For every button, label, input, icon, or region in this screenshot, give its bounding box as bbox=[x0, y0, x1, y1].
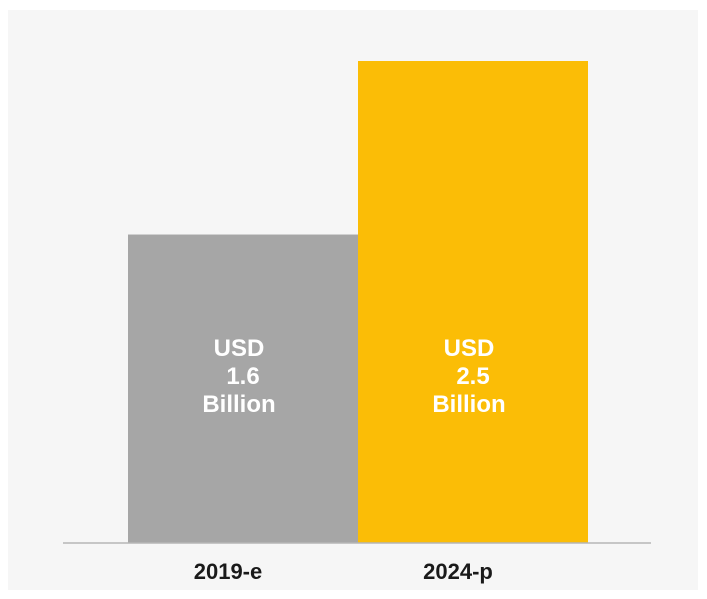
bar-data-label: 1.6 bbox=[226, 363, 259, 390]
bar-data-label: USD bbox=[214, 335, 265, 362]
bar-data-label: USD bbox=[444, 335, 495, 362]
bar-2024-p bbox=[358, 61, 588, 543]
bar-data-label: 2.5 bbox=[456, 363, 489, 390]
bar-data-label: Billion bbox=[432, 391, 505, 418]
x-tick-label: 2019-e bbox=[194, 559, 263, 584]
bar-data-label: Billion bbox=[202, 391, 275, 418]
x-tick-label: 2024-p bbox=[423, 559, 493, 584]
bar-2019-e bbox=[128, 234, 358, 543]
